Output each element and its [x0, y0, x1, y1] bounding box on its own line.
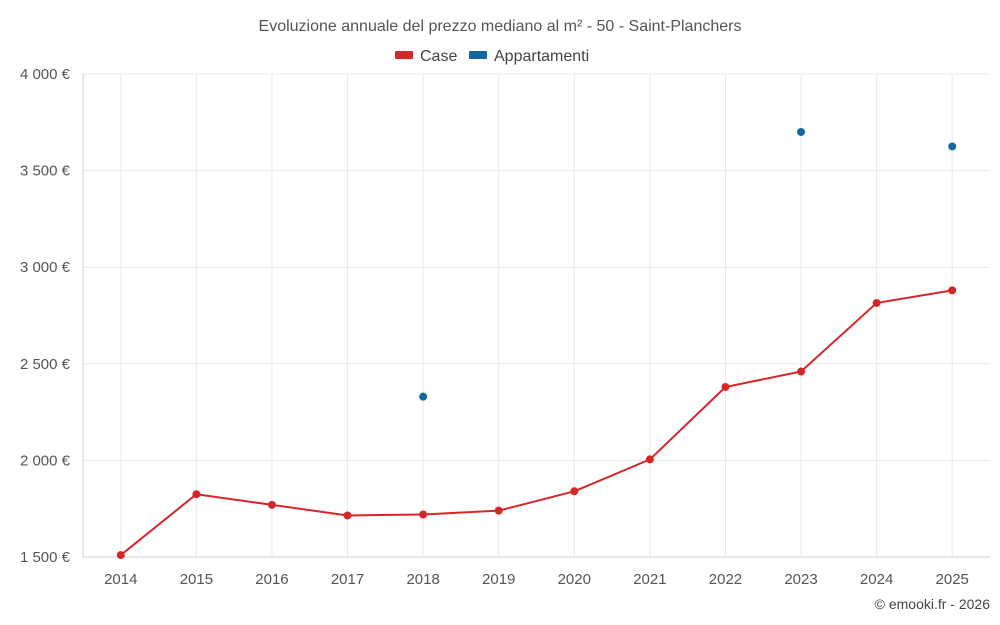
- chart-title: Evoluzione annuale del prezzo mediano al…: [259, 18, 742, 35]
- grid: [83, 73, 990, 557]
- legend-item-appartamenti[interactable]: Appartamenti: [469, 48, 589, 65]
- x-tick-label: 2014: [104, 571, 137, 588]
- x-tick-label: 2024: [860, 571, 893, 588]
- y-tick-label: 4 000 €: [20, 66, 71, 83]
- x-tick-label: 2018: [406, 571, 439, 588]
- data-point-case[interactable]: [948, 286, 957, 295]
- data-point-case[interactable]: [419, 510, 428, 519]
- data-point-appartamenti[interactable]: [797, 127, 806, 136]
- data-point-case[interactable]: [645, 455, 654, 464]
- credit-label: © emooki.fr - 2026: [875, 596, 991, 612]
- legend-item-case[interactable]: Case: [395, 48, 457, 65]
- series-appartamenti: [419, 127, 957, 401]
- y-tick-label: 2 500 €: [20, 356, 71, 373]
- x-tick-label: 2017: [331, 571, 364, 588]
- x-tick-label: 2016: [255, 571, 288, 588]
- y-tick-label: 3 000 €: [20, 259, 71, 276]
- x-tick-label: 2020: [558, 571, 591, 588]
- x-tick-label: 2019: [482, 571, 515, 588]
- data-point-case[interactable]: [797, 367, 806, 376]
- data-point-case[interactable]: [192, 490, 201, 499]
- x-tick-label: 2023: [784, 571, 817, 588]
- data-point-case[interactable]: [872, 298, 881, 307]
- data-point-appartamenti[interactable]: [948, 142, 957, 151]
- data-point-case[interactable]: [570, 487, 579, 496]
- y-axis: 1 500 € 2 000 € 2 500 € 3 000 € 3 500 € 4 000…: [20, 66, 84, 566]
- y-tick-label: 1 500 €: [20, 549, 71, 566]
- legend-swatch-case: [395, 51, 413, 59]
- legend-label-appartamenti: Appartamenti: [494, 48, 589, 65]
- y-tick-label: 3 500 €: [20, 163, 71, 180]
- series-case: [116, 286, 957, 560]
- x-tick-label: 2025: [936, 571, 969, 588]
- data-point-case[interactable]: [116, 551, 125, 560]
- series-layer: [116, 127, 957, 560]
- legend-label-case: Case: [420, 48, 457, 65]
- legend: Case Appartamenti: [395, 48, 589, 65]
- data-point-case[interactable]: [267, 500, 276, 509]
- legend-swatch-appartamenti: [469, 51, 487, 59]
- x-tick-label: 2021: [633, 571, 666, 588]
- data-point-case[interactable]: [721, 382, 730, 391]
- x-tick-label: 2022: [709, 571, 742, 588]
- data-point-appartamenti[interactable]: [419, 392, 428, 401]
- x-axis: 2014 2015 2016 2017 2018 2019 2020 2021 2022 2023…: [83, 556, 990, 588]
- series-line-case: [120, 289, 953, 556]
- y-tick-label: 2 000 €: [20, 452, 71, 469]
- x-tick-label: 2015: [180, 571, 213, 588]
- data-point-case[interactable]: [494, 506, 503, 515]
- data-point-case[interactable]: [343, 511, 352, 520]
